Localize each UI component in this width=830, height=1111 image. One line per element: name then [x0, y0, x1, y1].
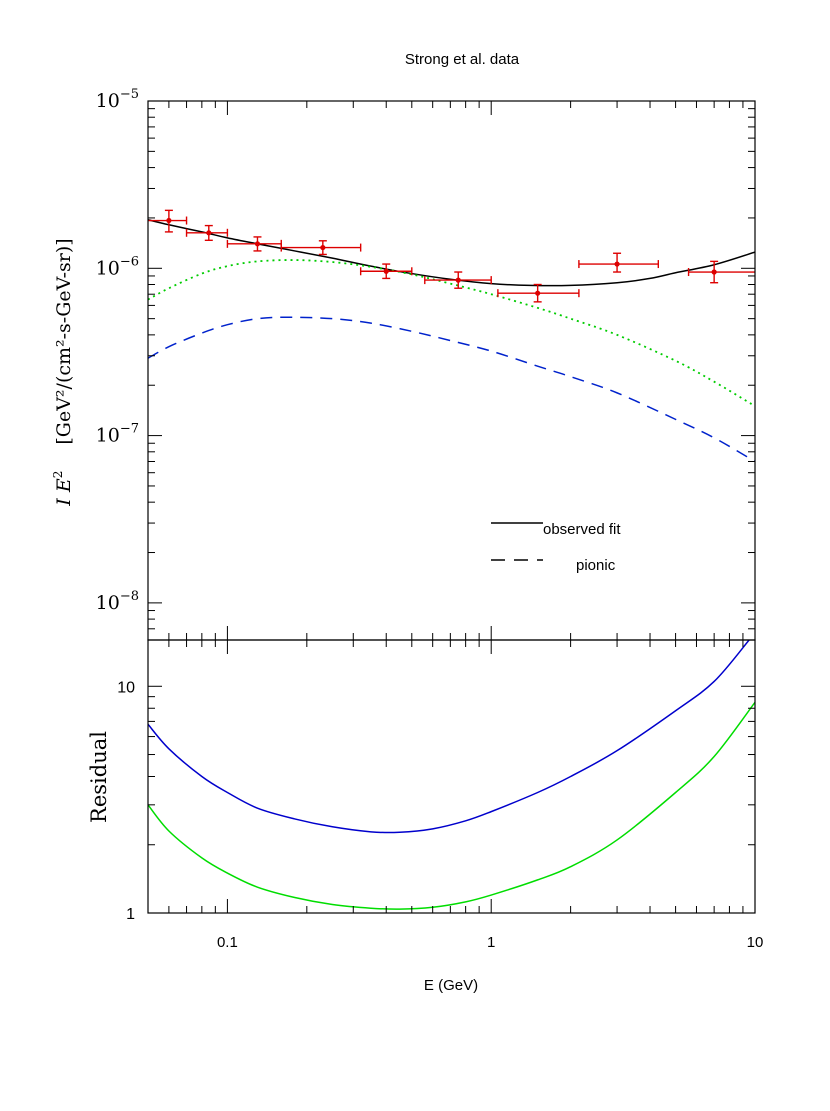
top-y-tick-mantissa: 10 [96, 425, 120, 447]
data-point [497, 283, 580, 303]
data-point [359, 263, 413, 280]
spectrum-series-3-line [148, 316, 755, 463]
spectrum-panel: 10−510−610−710−8 observed fit pionic I E… [51, 87, 756, 641]
data-point [185, 224, 229, 242]
data-point [280, 240, 362, 256]
spectrum-series-1-line [148, 219, 755, 287]
top-y-tick-label: 10−7 [96, 422, 139, 447]
top-y-label-sup: 2 [51, 471, 65, 479]
residual-series-1-line [148, 640, 750, 834]
top-y-tick-label: 10−6 [96, 254, 139, 279]
top-y-label-main: I E [53, 478, 75, 507]
data-point-marker [320, 244, 326, 251]
chart-title: Strong et al. data [405, 51, 520, 68]
residual-panel: 1 10 0.1 1 10 Residual E (GeV) [87, 639, 763, 994]
data-point-marker [455, 277, 461, 283]
top-y-tick-exponent: −7 [120, 422, 139, 437]
data-point-marker [535, 290, 541, 296]
legend-label-pionic: pionic [576, 557, 616, 574]
x-tick-label: 0.1 [217, 934, 238, 951]
residual-series-2-line [148, 701, 755, 910]
top-y-tick-exponent: −6 [120, 254, 139, 269]
data-point-marker [383, 268, 389, 274]
top-y-tick-exponent: −5 [120, 87, 139, 102]
top-axis-ticks [147, 100, 755, 641]
bottom-y-tick-label: 10 [117, 679, 135, 696]
data-point-marker [254, 241, 261, 247]
spectrum-series-2-line [148, 259, 755, 407]
data-point-marker [711, 269, 717, 275]
data-point [687, 260, 755, 284]
x-tick-label: 1 [487, 934, 495, 951]
legend-label-observed-fit: observed fit [543, 521, 621, 538]
x-axis-label: E (GeV) [424, 977, 478, 994]
legend: observed fit pionic [491, 521, 621, 574]
data-point-marker [166, 217, 172, 224]
data-point [148, 209, 188, 233]
top-y-tick-label: 10−8 [96, 589, 139, 614]
bottom-y-label: Residual [87, 731, 111, 823]
bottom-y-tick-label: 1 [126, 906, 135, 923]
top-y-label: I E2 [GeV²/(cm²-s-GeV-sr)] [51, 238, 75, 506]
top-y-tick-mantissa: 10 [96, 592, 120, 614]
top-y-tick-exponent: −8 [120, 589, 139, 604]
data-point-marker [206, 230, 212, 236]
top-y-tick-labels: 10−510−610−710−8 [96, 87, 139, 614]
data-point [578, 252, 660, 273]
top-y-tick-mantissa: 10 [96, 257, 120, 279]
top-y-label-units: [GeV²/(cm²-s-GeV-sr)] [53, 238, 75, 444]
bottom-y-tick-labels: 1 10 [117, 679, 135, 923]
bottom-axis-ticks [147, 640, 755, 914]
svg-text:I E2[GeV²/(cm²-s-GeV-sr)]: I E2 [GeV²/(cm²-s-GeV-sr)] [51, 238, 75, 506]
residual-series-group [148, 640, 755, 910]
top-y-tick-mantissa: 10 [96, 90, 120, 112]
x-tick-label: 10 [747, 934, 764, 951]
data-point-marker [614, 261, 620, 267]
top-y-tick-label: 10−5 [96, 87, 139, 112]
x-tick-labels: 0.1 1 10 [217, 934, 763, 951]
data-point [226, 236, 282, 252]
data-points-group [148, 209, 755, 303]
data-point [424, 271, 492, 289]
spectrum-series-group [148, 219, 755, 463]
